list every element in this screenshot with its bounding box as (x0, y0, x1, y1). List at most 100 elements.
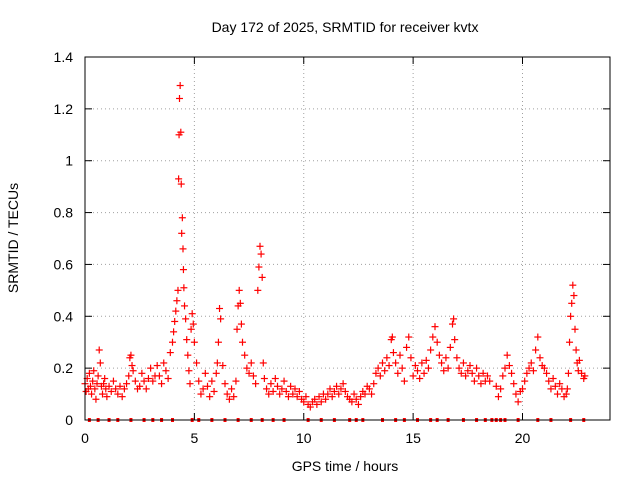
data-point (479, 369, 487, 377)
data-point (433, 338, 441, 346)
data-point (514, 398, 522, 406)
data-point (174, 286, 182, 294)
data-point (497, 385, 505, 393)
data-point (175, 175, 183, 183)
data-point (427, 346, 435, 354)
data-point (317, 398, 325, 406)
data-point (523, 369, 531, 377)
data-point (519, 385, 526, 393)
data-point (183, 336, 191, 344)
y-axis-label: SRMTID / TECUs (5, 183, 21, 293)
data-point (263, 385, 271, 393)
data-point (534, 333, 542, 341)
data-point (255, 263, 263, 271)
data-point (464, 367, 472, 375)
data-point (91, 385, 99, 393)
y-tick-label: 0.4 (54, 308, 74, 324)
data-point (120, 385, 128, 393)
data-point (131, 377, 139, 385)
data-point (492, 382, 500, 390)
data-point (282, 387, 290, 395)
data-point (510, 380, 518, 388)
data-point (213, 359, 221, 367)
data-point (193, 359, 201, 367)
data-point (204, 382, 211, 390)
data-point (85, 369, 93, 377)
data-point (459, 359, 467, 367)
data-point (225, 395, 233, 403)
data-point (512, 390, 520, 398)
data-point (372, 369, 380, 377)
data-point (571, 325, 579, 333)
data-point (337, 385, 345, 393)
data-point (429, 333, 437, 341)
data-point (398, 364, 406, 372)
data-point (575, 356, 583, 364)
data-point (93, 380, 101, 388)
data-point (400, 377, 408, 385)
data-point (409, 372, 417, 380)
data-point (405, 333, 413, 341)
x-axis-label: GPS time / hours (292, 458, 399, 474)
data-point (258, 273, 266, 281)
data-point (172, 307, 180, 315)
data-point (269, 387, 277, 395)
data-point (223, 390, 231, 398)
data-point (92, 395, 100, 403)
data-point (116, 382, 124, 390)
data-point (450, 315, 458, 323)
data-point (235, 286, 243, 294)
data-point (563, 385, 571, 393)
data-point (486, 377, 494, 385)
data-point (333, 382, 341, 390)
data-point (178, 214, 186, 222)
y-tick-label: 0.6 (54, 256, 74, 272)
data-point (105, 382, 113, 390)
x-tick-label: 20 (515, 430, 531, 446)
data-point (521, 377, 529, 385)
data-point (89, 377, 97, 385)
data-point (212, 369, 220, 377)
data-point (185, 367, 193, 375)
data-point (160, 359, 168, 367)
data-point (86, 382, 94, 390)
data-point (570, 292, 578, 300)
data-point (394, 369, 402, 377)
data-point (186, 380, 194, 388)
data-point (128, 362, 136, 370)
data-point (374, 364, 382, 372)
data-point (236, 299, 244, 307)
data-point (155, 372, 163, 380)
data-point (99, 390, 106, 398)
data-point (276, 390, 284, 398)
data-point (259, 359, 267, 367)
data-point (302, 393, 310, 401)
data-point (252, 380, 260, 388)
data-point (527, 359, 535, 367)
data-point (88, 390, 96, 398)
data-point (475, 372, 483, 380)
grid-layer (85, 57, 610, 420)
data-point (100, 380, 108, 388)
data-point (501, 364, 509, 372)
data-point (532, 346, 540, 354)
data-point (179, 245, 187, 253)
data-point (241, 351, 249, 359)
data-point (206, 393, 214, 401)
data-point (545, 377, 553, 385)
data-point (180, 284, 188, 292)
data-point (94, 372, 102, 380)
data-point (107, 387, 115, 395)
data-point (199, 385, 207, 393)
data-point (549, 375, 557, 383)
y-tick-label: 1.4 (54, 49, 74, 65)
data-point (462, 372, 470, 380)
data-point (147, 364, 155, 372)
data-point (392, 359, 400, 367)
data-point (357, 393, 365, 401)
data-point (503, 351, 511, 359)
data-point (543, 369, 551, 377)
data-point (179, 266, 187, 274)
data-point (566, 338, 574, 346)
